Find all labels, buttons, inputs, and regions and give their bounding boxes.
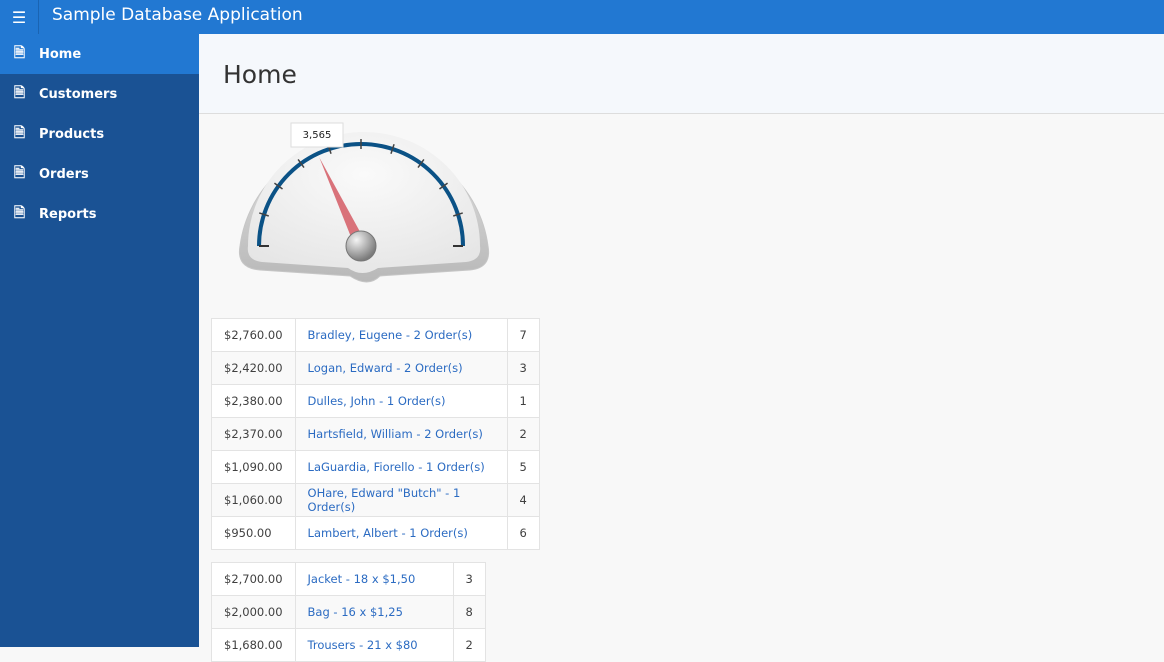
amount-cell: $1,090.00: [211, 450, 296, 484]
id-cell: 2: [452, 628, 486, 662]
gauge-face: [247, 132, 481, 273]
gauge-tick: [390, 144, 395, 154]
hamburger-icon[interactable]: ☰: [0, 0, 39, 34]
page-icon: 🗎: [13, 165, 26, 181]
gauge-tick: [417, 158, 425, 168]
id-cell: 4: [506, 483, 540, 517]
table-row: $1,090.00 LaGuardia, Fiorello - 1 Order(s…: [211, 450, 540, 484]
id-cell: 7: [506, 318, 540, 352]
sidebar-item-home[interactable]: 🗎 Home: [0, 34, 199, 74]
sidebar-item-label: Customers: [39, 86, 118, 102]
id-cell: 6: [506, 516, 540, 550]
name-link[interactable]: Hartsfield, William - 2 Order(s): [294, 417, 508, 451]
page-icon: 🗎: [13, 125, 26, 141]
table-row: $950.00 Lambert, Albert - 1 Order(s) 6: [211, 516, 540, 550]
gauge-value-box: [290, 122, 344, 148]
table-row: $1,680.00 Trousers - 21 x $80 2: [211, 628, 486, 662]
table-row: $1,060.00 OHare, Edward "Butch" - 1 Order…: [211, 483, 540, 517]
id-cell: 8: [452, 595, 486, 629]
amount-cell: $2,700.00: [211, 562, 296, 596]
table-row: $2,370.00 Hartsfield, William - 2 Order(s…: [211, 417, 540, 451]
gauge-needle: [319, 157, 367, 249]
products-table: $2,700.00 Jacket - 18 x $1,50 3 $2,000.00 Ba…: [211, 562, 486, 662]
name-link[interactable]: Jacket - 18 x $1,50: [294, 562, 454, 596]
gauge-value-label: 3,565: [303, 130, 332, 141]
amount-cell: $2,000.00: [211, 595, 296, 629]
amount-cell: $2,760.00: [211, 318, 296, 352]
name-link[interactable]: Bradley, Eugene - 2 Order(s): [294, 318, 508, 352]
sidebar-item-orders[interactable]: 🗎 Orders: [0, 154, 199, 194]
page-icon: 🗎: [13, 205, 26, 221]
id-cell: 2: [506, 417, 540, 451]
id-cell: 3: [452, 562, 486, 596]
name-link[interactable]: Logan, Edward - 2 Order(s): [294, 351, 508, 385]
name-link[interactable]: Lambert, Albert - 1 Order(s): [294, 516, 508, 550]
amount-cell: $1,680.00: [211, 628, 296, 662]
top-bar: ☰ Sample Database Application: [0, 0, 1164, 34]
name-link[interactable]: Trousers - 21 x $80: [294, 628, 454, 662]
amount-cell: $1,060.00: [211, 483, 296, 517]
id-cell: 3: [506, 351, 540, 385]
gauge-tick: [273, 182, 283, 190]
sidebar: 🗎 Home 🗎 Customers 🗎 Products 🗎 Orders 🗎 Reports: [0, 34, 199, 647]
sidebar-item-reports[interactable]: 🗎 Reports: [0, 194, 199, 234]
table-row: $2,000.00 Bag - 16 x $1,25 8: [211, 595, 486, 629]
sidebar-item-label: Reports: [39, 206, 97, 222]
table-row: $2,380.00 Dulles, John - 1 Order(s) 1: [211, 384, 540, 418]
amount-cell: $2,380.00: [211, 384, 296, 418]
page-icon: 🗎: [13, 85, 26, 101]
page-title: Home: [223, 60, 297, 89]
name-link[interactable]: Bag - 16 x $1,25: [294, 595, 454, 629]
app-title[interactable]: Sample Database Application: [52, 5, 303, 25]
page-icon: 🗎: [13, 45, 26, 61]
gauge-knob: [345, 230, 377, 262]
name-link[interactable]: LaGuardia, Fiorello - 1 Order(s): [294, 450, 508, 484]
amount-cell: $2,420.00: [211, 351, 296, 385]
id-cell: 1: [506, 384, 540, 418]
gauge-tick: [259, 212, 269, 217]
name-link[interactable]: Dulles, John - 1 Order(s): [294, 384, 508, 418]
gauge-chart: 3,565: [238, 122, 490, 283]
gauge-tick: [453, 212, 463, 217]
sidebar-item-label: Orders: [39, 166, 89, 182]
gauge-tick: [439, 182, 449, 190]
amount-cell: $2,370.00: [211, 417, 296, 451]
customers-table: $2,760.00 Bradley, Eugene - 2 Order(s) 7 $2…: [211, 318, 540, 550]
sidebar-item-customers[interactable]: 🗎 Customers: [0, 74, 199, 114]
table-row: $2,700.00 Jacket - 18 x $1,50 3: [211, 562, 486, 596]
name-link[interactable]: OHare, Edward "Butch" - 1 Order(s): [294, 483, 508, 517]
page-header: Home: [199, 34, 1164, 114]
sidebar-item-label: Home: [39, 46, 82, 62]
gauge-tick: [297, 158, 305, 168]
id-cell: 5: [506, 450, 540, 484]
table-row: $2,420.00 Logan, Edward - 2 Order(s) 3: [211, 351, 540, 385]
amount-cell: $950.00: [211, 516, 296, 550]
sidebar-item-products[interactable]: 🗎 Products: [0, 114, 199, 154]
table-row: $2,760.00 Bradley, Eugene - 2 Order(s) 7: [211, 318, 540, 352]
sidebar-item-label: Products: [39, 126, 105, 142]
